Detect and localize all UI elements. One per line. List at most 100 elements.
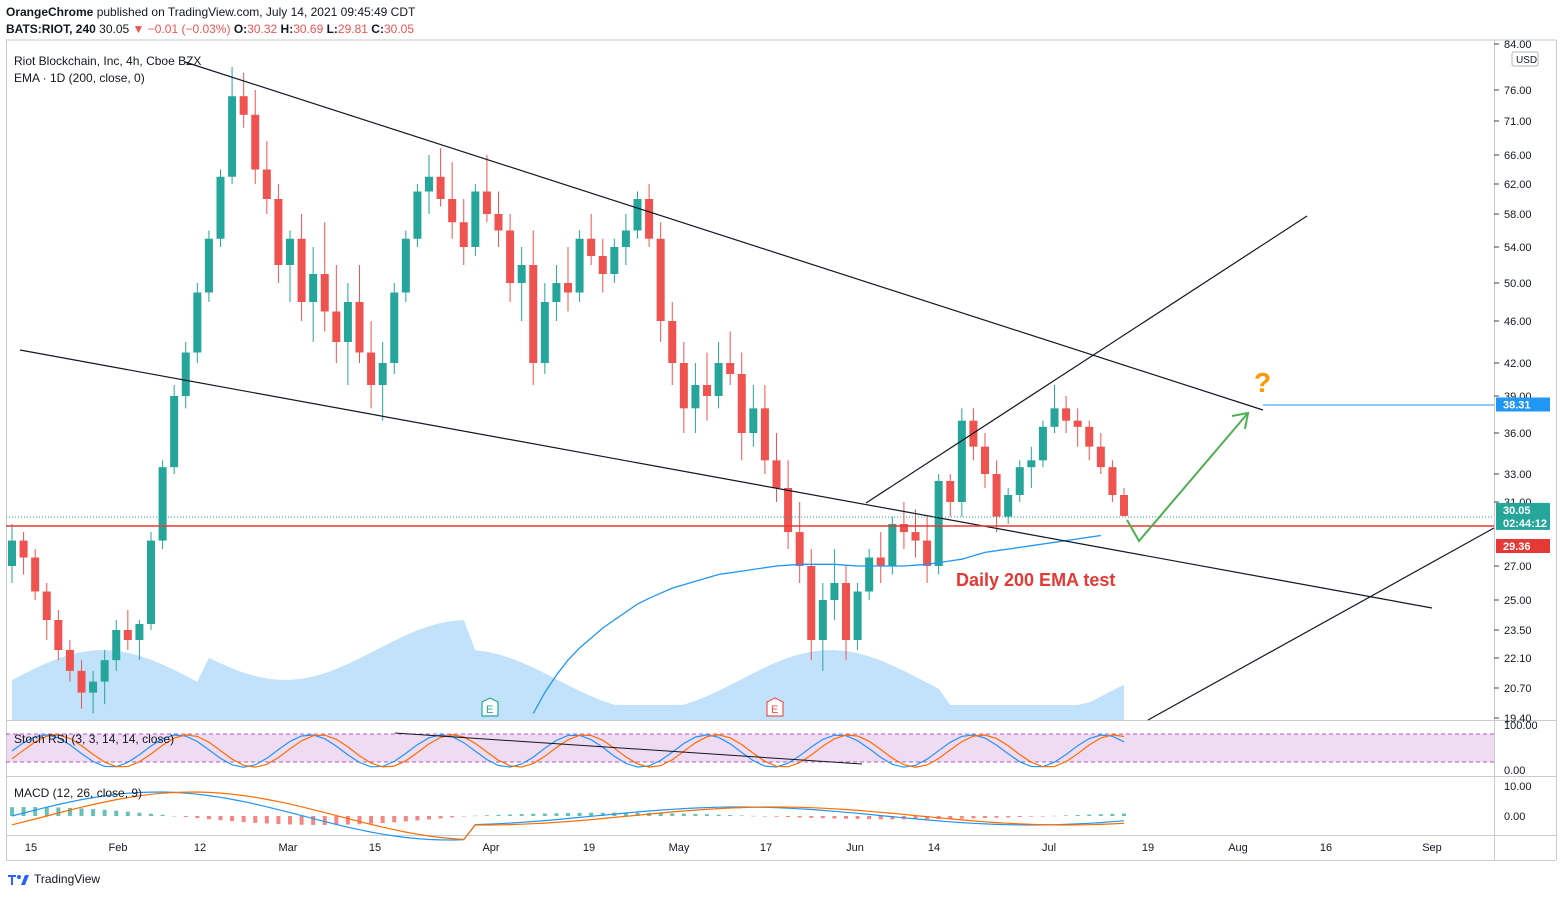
candle-body <box>529 265 538 363</box>
macd-bar <box>705 814 709 816</box>
macd-bar <box>415 816 420 821</box>
candle-body <box>100 660 109 682</box>
macd-bar <box>728 815 733 816</box>
candle-body <box>494 214 503 231</box>
candle-body <box>865 557 874 592</box>
macd-bar <box>809 816 814 818</box>
candle-body <box>645 199 654 239</box>
last-price: 30.05 <box>99 22 130 36</box>
candle-body <box>367 352 376 385</box>
ema-legend: EMA · 1D (200, close, 0) <box>14 71 145 85</box>
candle-body <box>564 283 572 293</box>
macd-bar <box>774 816 779 817</box>
candle-body <box>320 274 329 312</box>
macd-bar <box>10 807 14 816</box>
candle-body <box>181 352 190 396</box>
macd-bar <box>125 811 130 816</box>
candle-body <box>332 311 341 342</box>
publisher-name[interactable]: OrangeChrome <box>6 5 94 19</box>
macd-bar <box>1006 816 1011 818</box>
macd-bar <box>1110 813 1115 816</box>
time-tick-label: 14 <box>928 842 940 854</box>
price-tick-label: 42.00 <box>1504 358 1532 370</box>
candle-body <box>425 176 433 192</box>
candle-body <box>436 176 445 199</box>
price-tick-label: 62.00 <box>1504 179 1532 191</box>
price-tick-label: 23.50 <box>1504 625 1532 637</box>
macd-bar <box>345 816 350 825</box>
price-tick-label: 50.00 <box>1504 278 1532 290</box>
price-badge-bg <box>1496 397 1550 412</box>
open-value: 30.32 <box>247 22 278 36</box>
candle-body <box>888 523 897 566</box>
candle-body <box>714 363 723 396</box>
macd-bar <box>820 816 825 819</box>
macd-bar <box>206 816 211 820</box>
macd-bar <box>531 813 536 816</box>
macd-bar <box>230 816 235 822</box>
candle-body <box>633 199 642 231</box>
price-tick-label: 58.00 <box>1504 209 1532 221</box>
time-axis[interactable]: 15 Feb 12 Mar 15 Apr 19 May 17 Jun 14 Jul 19 Aug 16 Sep <box>25 842 1442 854</box>
stoch-band <box>6 734 1494 762</box>
macd-bar <box>1017 816 1022 818</box>
price-tick-label: 22.10 <box>1504 653 1532 665</box>
candle-body <box>1108 467 1117 495</box>
candle-body <box>552 283 561 302</box>
candle-body <box>251 114 260 170</box>
macd-bar <box>681 813 686 816</box>
macd-bar <box>1064 815 1069 816</box>
macd-bar <box>971 816 976 819</box>
candle-body <box>1062 408 1071 421</box>
candle-body <box>957 420 966 502</box>
close-value: 30.05 <box>383 22 414 36</box>
macd-bar <box>21 807 26 816</box>
footer-brand[interactable]: TradingView <box>8 872 100 886</box>
macd-bar <box>334 816 339 825</box>
macd-bar <box>56 807 61 816</box>
candle-body <box>540 302 549 363</box>
macd-bar <box>844 816 848 819</box>
candle-body <box>784 488 793 533</box>
earnings-marker-2[interactable]: E <box>766 697 784 717</box>
macd-bar <box>508 814 513 816</box>
candle-body <box>378 363 387 385</box>
earnings-marker-1[interactable]: E <box>481 697 499 717</box>
candle-body <box>343 302 352 342</box>
macd-label: MACD (12, 26, close, 9) <box>14 786 143 800</box>
question-mark: ? <box>1254 367 1271 398</box>
price-tick-label: 54.00 <box>1504 242 1532 254</box>
candle-body <box>934 481 943 566</box>
candle-body <box>679 363 688 409</box>
candle-body <box>923 540 932 566</box>
candle-body <box>737 374 746 433</box>
currency-label[interactable]: USD <box>1516 55 1537 66</box>
candle-body <box>992 474 1001 517</box>
price-axis[interactable]: 84.00 76.00 71.00 66.00 62.00 58.00 54.00 50.00… <box>1494 39 1532 725</box>
macd-bar <box>380 816 385 824</box>
macd-bar <box>1087 814 1092 816</box>
macd-bar <box>959 816 964 819</box>
candle-body <box>911 532 920 541</box>
price-badge-bg <box>1496 502 1550 517</box>
macd-histogram <box>10 807 1126 825</box>
macd-line <box>11 791 1125 841</box>
candle-body <box>65 650 74 671</box>
macd-bar <box>948 816 953 819</box>
macd-bar <box>797 816 802 818</box>
candle-body <box>899 523 908 533</box>
candle-body <box>876 557 885 566</box>
macd-bar <box>253 816 258 823</box>
macd-bar <box>450 816 455 818</box>
macd-bar <box>519 814 524 816</box>
candle-body <box>31 557 40 592</box>
candle-body <box>42 591 51 620</box>
macd-bar <box>299 816 304 825</box>
candle-body <box>772 460 781 488</box>
symbol[interactable]: BATS:RIOT, 240 <box>6 22 96 36</box>
candle-body <box>413 191 422 239</box>
macd-bar <box>762 816 767 817</box>
price-tick-label: 66.00 <box>1504 150 1532 162</box>
